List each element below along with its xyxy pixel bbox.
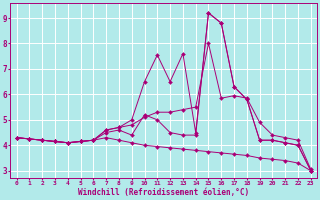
- X-axis label: Windchill (Refroidissement éolien,°C): Windchill (Refroidissement éolien,°C): [78, 188, 249, 197]
